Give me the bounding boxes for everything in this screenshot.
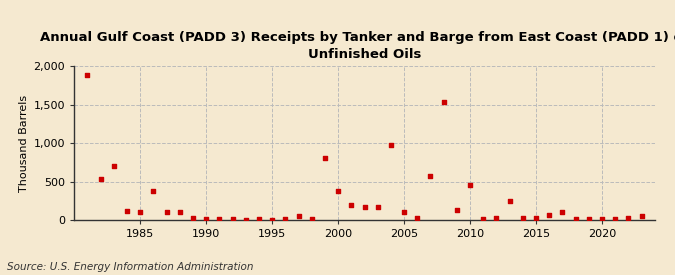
Point — [478, 217, 489, 221]
Point — [319, 156, 330, 161]
Point — [491, 216, 502, 220]
Point — [518, 216, 529, 220]
Point — [557, 210, 568, 214]
Point — [174, 209, 185, 214]
Point — [200, 217, 211, 221]
Point — [412, 216, 423, 220]
Point — [346, 202, 356, 207]
Text: Source: U.S. Energy Information Administration: Source: U.S. Energy Information Administ… — [7, 262, 253, 272]
Point — [544, 213, 555, 218]
Point — [82, 73, 93, 78]
Point — [306, 217, 317, 221]
Point — [452, 208, 462, 212]
Point — [636, 214, 647, 218]
Point — [254, 217, 265, 221]
Point — [109, 164, 119, 168]
Point — [135, 210, 146, 214]
Point — [240, 218, 251, 222]
Point — [464, 182, 475, 187]
Title: Annual Gulf Coast (PADD 3) Receipts by Tanker and Barge from East Coast (PADD 1): Annual Gulf Coast (PADD 3) Receipts by T… — [40, 31, 675, 61]
Point — [425, 174, 436, 178]
Point — [227, 217, 238, 221]
Point — [148, 189, 159, 193]
Point — [610, 217, 620, 221]
Point — [122, 208, 132, 213]
Point — [583, 217, 594, 221]
Point — [438, 100, 449, 104]
Point — [385, 143, 396, 147]
Point — [399, 209, 410, 214]
Point — [267, 218, 277, 222]
Point — [293, 214, 304, 218]
Point — [333, 189, 344, 193]
Point — [280, 217, 291, 221]
Point — [214, 217, 225, 221]
Point — [531, 216, 541, 220]
Point — [597, 217, 608, 221]
Point — [623, 216, 634, 220]
Y-axis label: Thousand Barrels: Thousand Barrels — [20, 94, 30, 192]
Point — [504, 199, 515, 203]
Point — [373, 205, 383, 209]
Point — [570, 217, 581, 221]
Point — [95, 177, 106, 182]
Point — [188, 216, 198, 221]
Point — [359, 205, 370, 209]
Point — [161, 210, 172, 214]
